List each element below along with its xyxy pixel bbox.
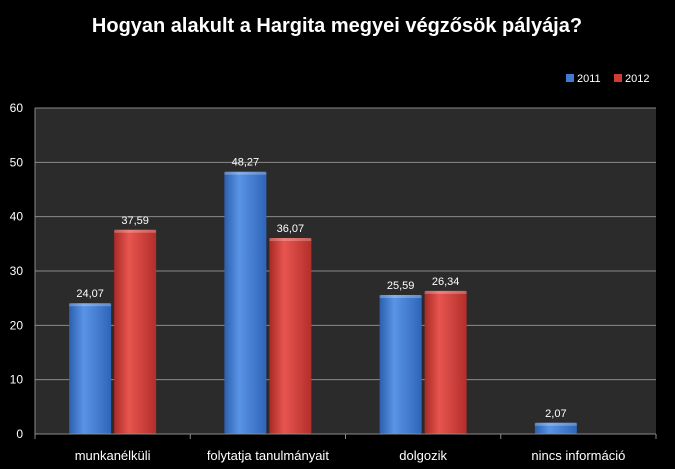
legend-label: 2011 — [577, 73, 601, 85]
legend-label: 2012 — [625, 73, 649, 85]
bars: 24,07 48,27 25,59 2,07 37,59 36,07 26,34 — [69, 157, 577, 434]
bar-highlight — [534, 422, 577, 426]
data-label: 25,59 — [387, 280, 415, 292]
bar-highlight — [114, 229, 157, 233]
data-label: 24,07 — [76, 288, 104, 300]
bar-highlight — [224, 171, 267, 175]
y-tick-label: 10 — [10, 373, 24, 387]
y-tick-label: 30 — [10, 264, 24, 278]
bar-2012-2 — [424, 290, 467, 434]
y-tick-label: 40 — [10, 210, 24, 224]
y-tick-label: 20 — [10, 318, 24, 332]
data-label: 2,07 — [545, 408, 566, 420]
bar-highlight — [69, 303, 112, 307]
bar-highlight — [379, 294, 422, 298]
legend: 2011 2012 — [566, 73, 649, 85]
y-axis: 0 10 20 30 40 50 60 — [10, 101, 36, 441]
bar-2012-1 — [269, 238, 312, 434]
bar-2011-3 — [534, 422, 577, 434]
data-label: 48,27 — [232, 157, 260, 169]
x-axis: munkanélküli folytatja tanulmányait dolgoz… — [34, 433, 657, 463]
data-label: 37,59 — [121, 215, 149, 227]
bar-2011-0 — [69, 303, 112, 434]
data-label: 26,34 — [432, 276, 460, 288]
y-tick-label: 60 — [10, 101, 24, 115]
y-tick-label: 0 — [16, 427, 23, 441]
x-category-label: munkanélküli — [75, 448, 151, 463]
bar-highlight — [269, 238, 312, 242]
x-category-label: nincs információ — [531, 448, 625, 463]
x-category-label: folytatja tanulmányait — [207, 448, 330, 463]
data-label: 36,07 — [277, 223, 305, 235]
bar-2011-1 — [224, 171, 267, 434]
y-tick-label: 50 — [10, 155, 24, 169]
legend-swatch — [566, 74, 574, 82]
bar-highlight — [424, 290, 467, 294]
x-category-label: dolgozik — [399, 448, 447, 463]
bar-2012-0 — [114, 229, 157, 434]
chart-title: Hogyan alakult a Hargita megyei végzősök… — [92, 15, 582, 37]
bar-2011-2 — [379, 294, 422, 434]
legend-swatch — [614, 74, 622, 82]
